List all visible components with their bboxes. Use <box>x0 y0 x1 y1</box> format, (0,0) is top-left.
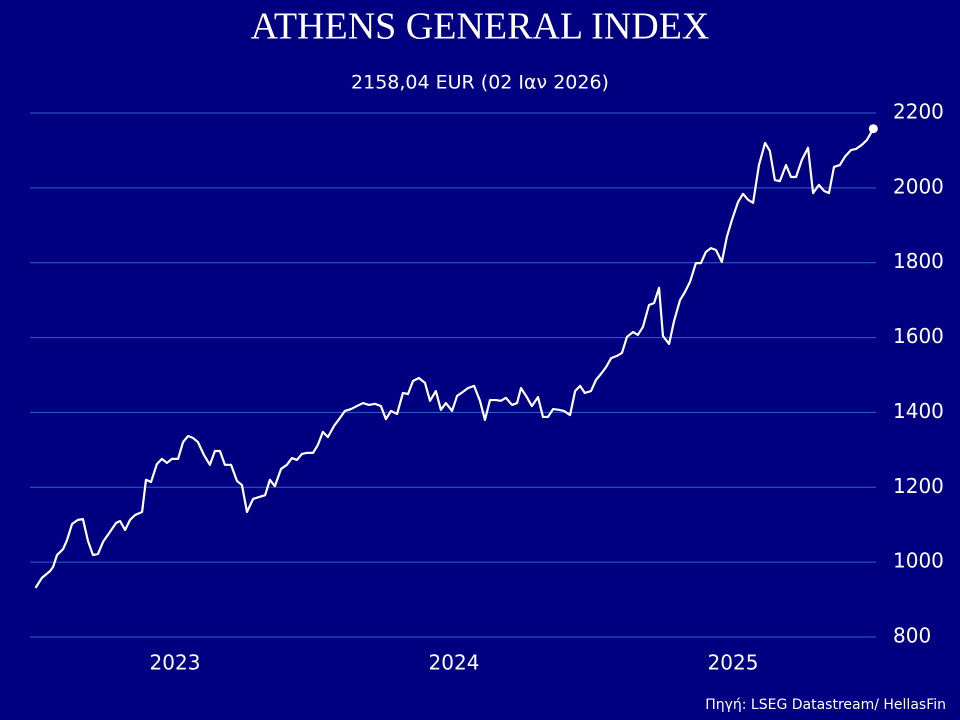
chart-title: ATHENS GENERAL INDEX <box>251 6 710 48</box>
y-tick-label: 1600 <box>893 324 944 348</box>
index-line <box>34 128 875 589</box>
x-tick-label: 2023 <box>150 651 201 675</box>
y-tick-label: 1800 <box>893 249 944 273</box>
chart-subtitle: 2158,04 EUR (02 Ιαν 2026) <box>351 72 609 94</box>
y-tick-label: 1000 <box>893 549 944 573</box>
y-tick-label: 1400 <box>893 399 944 423</box>
y-tick-label: 2000 <box>893 174 944 198</box>
source-note: Πηγή: LSEG Datastream/ HellasFin <box>705 697 946 713</box>
y-tick-label: 2200 <box>893 100 944 124</box>
x-tick-label: 2025 <box>708 651 759 675</box>
x-tick-label: 2024 <box>429 651 480 675</box>
last-point <box>868 124 878 134</box>
y-tick-label: 800 <box>893 624 931 648</box>
y-tick-label: 1200 <box>893 474 944 498</box>
